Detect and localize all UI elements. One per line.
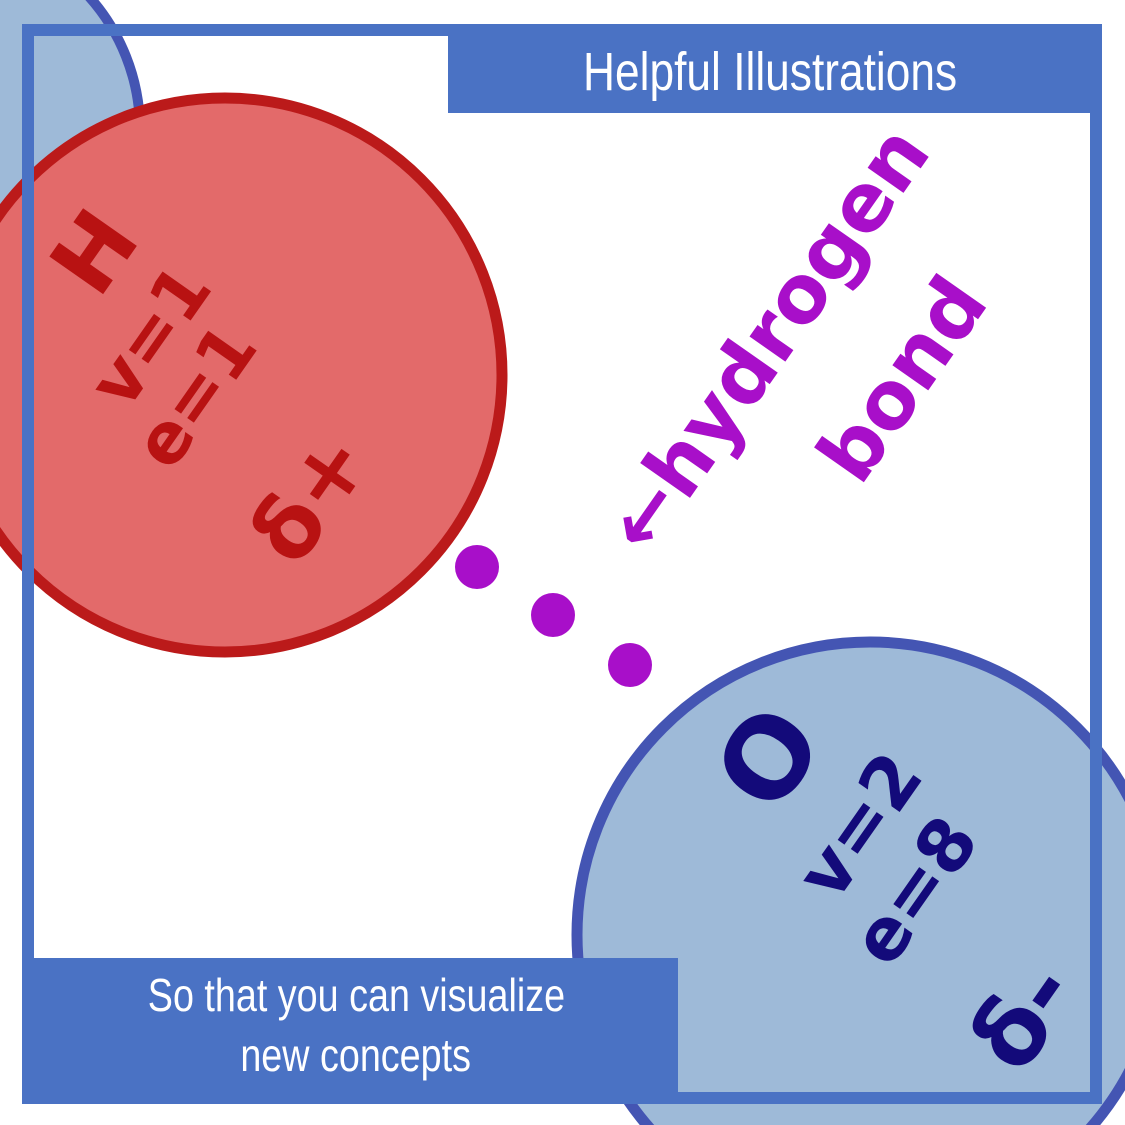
hydrogen-atom (0, 92, 508, 658)
caption-line2: new concepts (240, 1029, 472, 1081)
caption-banner: So that you can visualize new concepts (34, 958, 678, 1092)
bond-dot (608, 643, 652, 687)
title-text: Helpful Illustrations (583, 41, 958, 102)
bond-dot (455, 545, 499, 589)
caption-line1: So that you can visualize (147, 969, 565, 1021)
oxygen-atom (571, 636, 1125, 1125)
bond-dot (531, 593, 575, 637)
title-banner: Helpful Illustrations (448, 30, 1093, 113)
